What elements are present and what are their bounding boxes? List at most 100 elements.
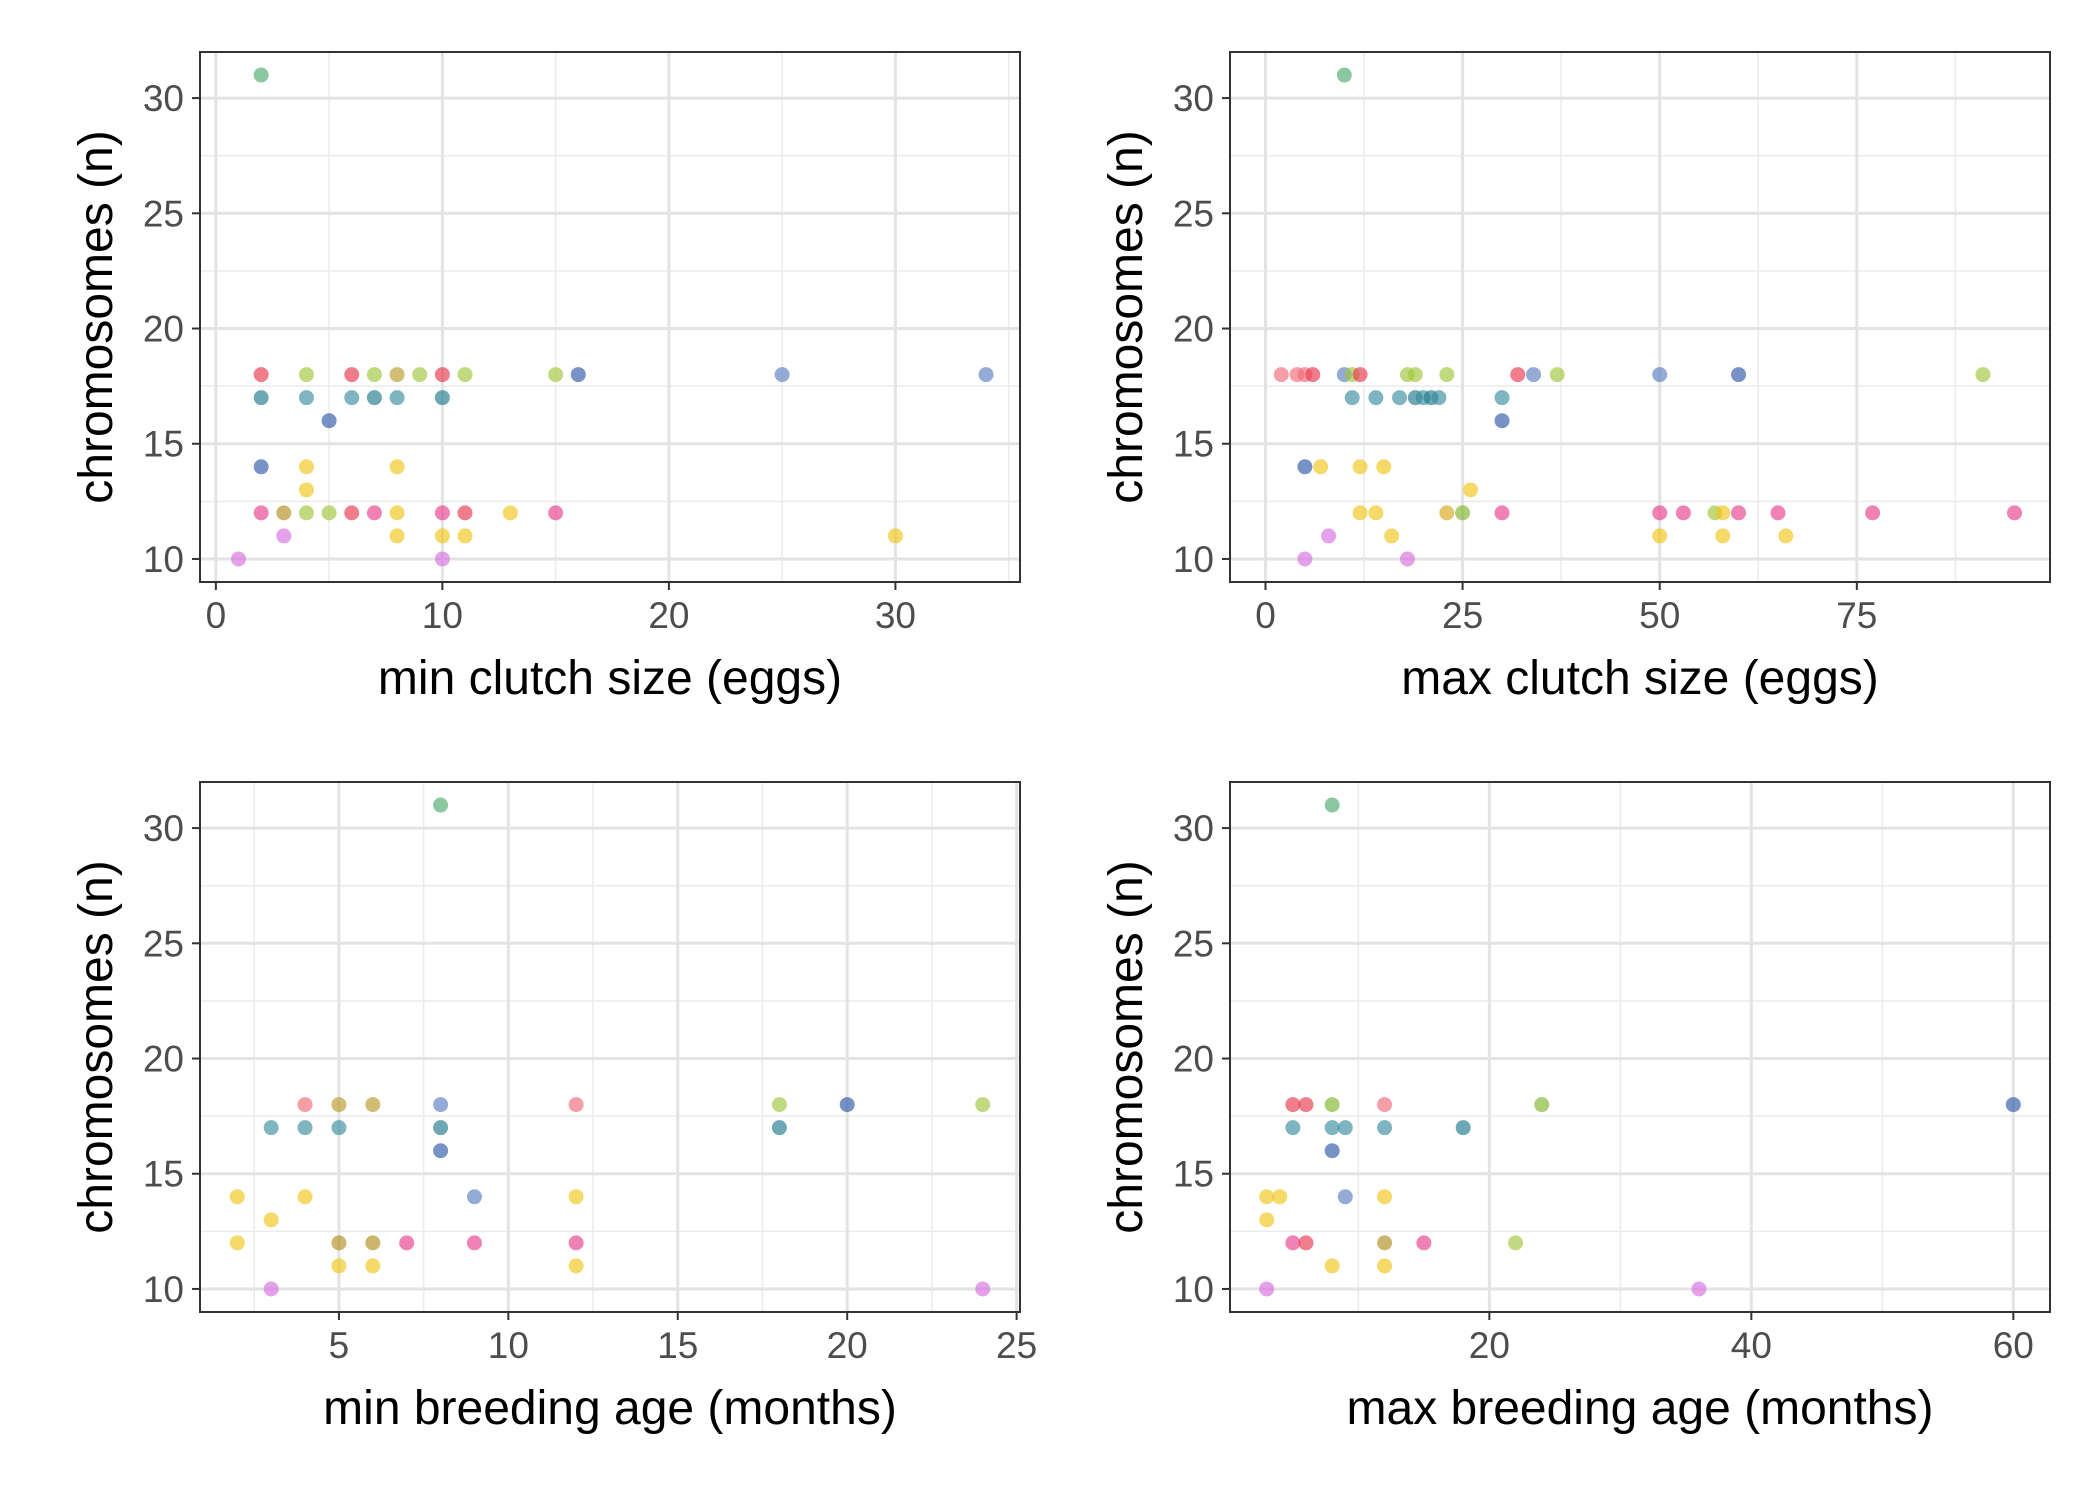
- panel-background: [200, 52, 1020, 582]
- panel-border: [199, 781, 1021, 1313]
- scatter-point: [297, 1120, 313, 1136]
- x-tick-label: 0: [1255, 595, 1276, 636]
- x-axis-title: min clutch size (eggs): [378, 652, 842, 705]
- scatter-point: [771, 1120, 787, 1136]
- scatter-point: [1376, 459, 1392, 475]
- scatter-point: [433, 1120, 449, 1136]
- y-tick-label: 15: [1173, 1154, 1214, 1195]
- y-tick-label: 10: [143, 1269, 184, 1310]
- scatter-point: [1377, 1258, 1393, 1274]
- y-axis-title: chromosomes (n): [70, 860, 123, 1233]
- scatter-point: [1455, 1120, 1471, 1136]
- scatter-point: [263, 1212, 279, 1228]
- scatter-point: [1337, 1120, 1353, 1136]
- scatter-point: [1285, 1097, 1301, 1113]
- scatter-point: [366, 367, 382, 383]
- x-tick-label: 25: [1442, 595, 1483, 636]
- y-tick-label: 10: [1173, 539, 1214, 580]
- scatter-point: [568, 1189, 584, 1205]
- scatter-point: [344, 505, 360, 521]
- scatter-point: [298, 505, 314, 521]
- scatter-point: [457, 528, 473, 544]
- scatter-point: [1549, 367, 1565, 383]
- scatter-point: [1416, 1235, 1432, 1251]
- y-tick-label: 30: [143, 808, 184, 849]
- x-axis-title: max clutch size (eggs): [1401, 652, 1879, 705]
- y-tick-label: 15: [143, 424, 184, 465]
- scatter-point: [1352, 505, 1368, 521]
- scatter-point: [466, 1189, 482, 1205]
- x-tick-label: 40: [1731, 1325, 1772, 1366]
- scatter-point: [365, 1235, 381, 1251]
- scatter-point: [1344, 390, 1360, 406]
- scatter-point: [389, 528, 405, 544]
- scatter-point: [975, 1097, 991, 1113]
- scatter-point: [389, 505, 405, 521]
- scatter-point: [331, 1235, 347, 1251]
- scatter-point: [1305, 367, 1321, 383]
- scatter-point: [276, 505, 292, 521]
- panel-border: [1229, 51, 2051, 583]
- scatter-point: [1778, 528, 1794, 544]
- y-tick-label: 15: [143, 1154, 184, 1195]
- scatter-point: [1272, 1189, 1288, 1205]
- scatter-point: [1337, 1189, 1353, 1205]
- scatter-point: [1455, 505, 1471, 521]
- scatter-point: [1439, 505, 1455, 521]
- scatter-point: [1399, 551, 1415, 567]
- y-tick-label: 25: [1173, 923, 1214, 964]
- scatter-point: [1377, 1120, 1393, 1136]
- scatter-point: [434, 528, 450, 544]
- scatter-point: [1675, 505, 1691, 521]
- scatter-point: [253, 390, 269, 406]
- x-tick-label: 10: [488, 1325, 529, 1366]
- scatter-point: [2007, 505, 2023, 521]
- scatter-point: [297, 1097, 313, 1113]
- scatter-point: [1715, 505, 1731, 521]
- scatter-point: [434, 367, 450, 383]
- scatter-point: [1770, 505, 1786, 521]
- scatter-point: [1494, 505, 1510, 521]
- scatter-point: [568, 1258, 584, 1274]
- scatter-point: [548, 367, 564, 383]
- scatter-point: [839, 1097, 855, 1113]
- scatter-point: [263, 1120, 279, 1136]
- scatter-point: [253, 505, 269, 521]
- y-axis-title: chromosomes (n): [70, 130, 123, 503]
- scatter-point: [344, 390, 360, 406]
- scatter-point: [331, 1258, 347, 1274]
- panel-border: [199, 51, 1021, 583]
- scatter-point: [1534, 1097, 1550, 1113]
- scatter-point: [1321, 528, 1337, 544]
- scatter-point: [1715, 528, 1731, 544]
- scatter-point: [1368, 505, 1384, 521]
- scatter-point: [1377, 1189, 1393, 1205]
- scatter-point: [253, 367, 269, 383]
- scatter-point: [457, 367, 473, 383]
- y-axis-title: chromosomes (n): [1100, 130, 1153, 503]
- scatter-point: [1324, 1258, 1340, 1274]
- scatter-point: [298, 367, 314, 383]
- scatter-point: [502, 505, 518, 521]
- x-tick-label: 50: [1639, 595, 1680, 636]
- scatter-point: [366, 390, 382, 406]
- scatter-point: [570, 367, 586, 383]
- scatter-point: [568, 1097, 584, 1113]
- scatter-point: [1494, 413, 1510, 429]
- scatter-point: [389, 367, 405, 383]
- x-tick-label: 60: [1993, 1325, 2034, 1366]
- panel-background: [1230, 782, 2050, 1312]
- scatter-point: [1975, 367, 1991, 383]
- x-tick-label: 30: [875, 595, 916, 636]
- y-tick-label: 30: [1173, 808, 1214, 849]
- y-tick-label: 10: [1173, 1269, 1214, 1310]
- scatter-point: [548, 505, 564, 521]
- scatter-point: [1377, 1235, 1393, 1251]
- scatter-point: [389, 459, 405, 475]
- x-tick-label: 15: [657, 1325, 698, 1366]
- scatter-point: [1352, 367, 1368, 383]
- x-tick-label: 20: [827, 1325, 868, 1366]
- y-tick-label: 20: [143, 1039, 184, 1080]
- x-axis-title: min breeding age (months): [323, 1382, 897, 1435]
